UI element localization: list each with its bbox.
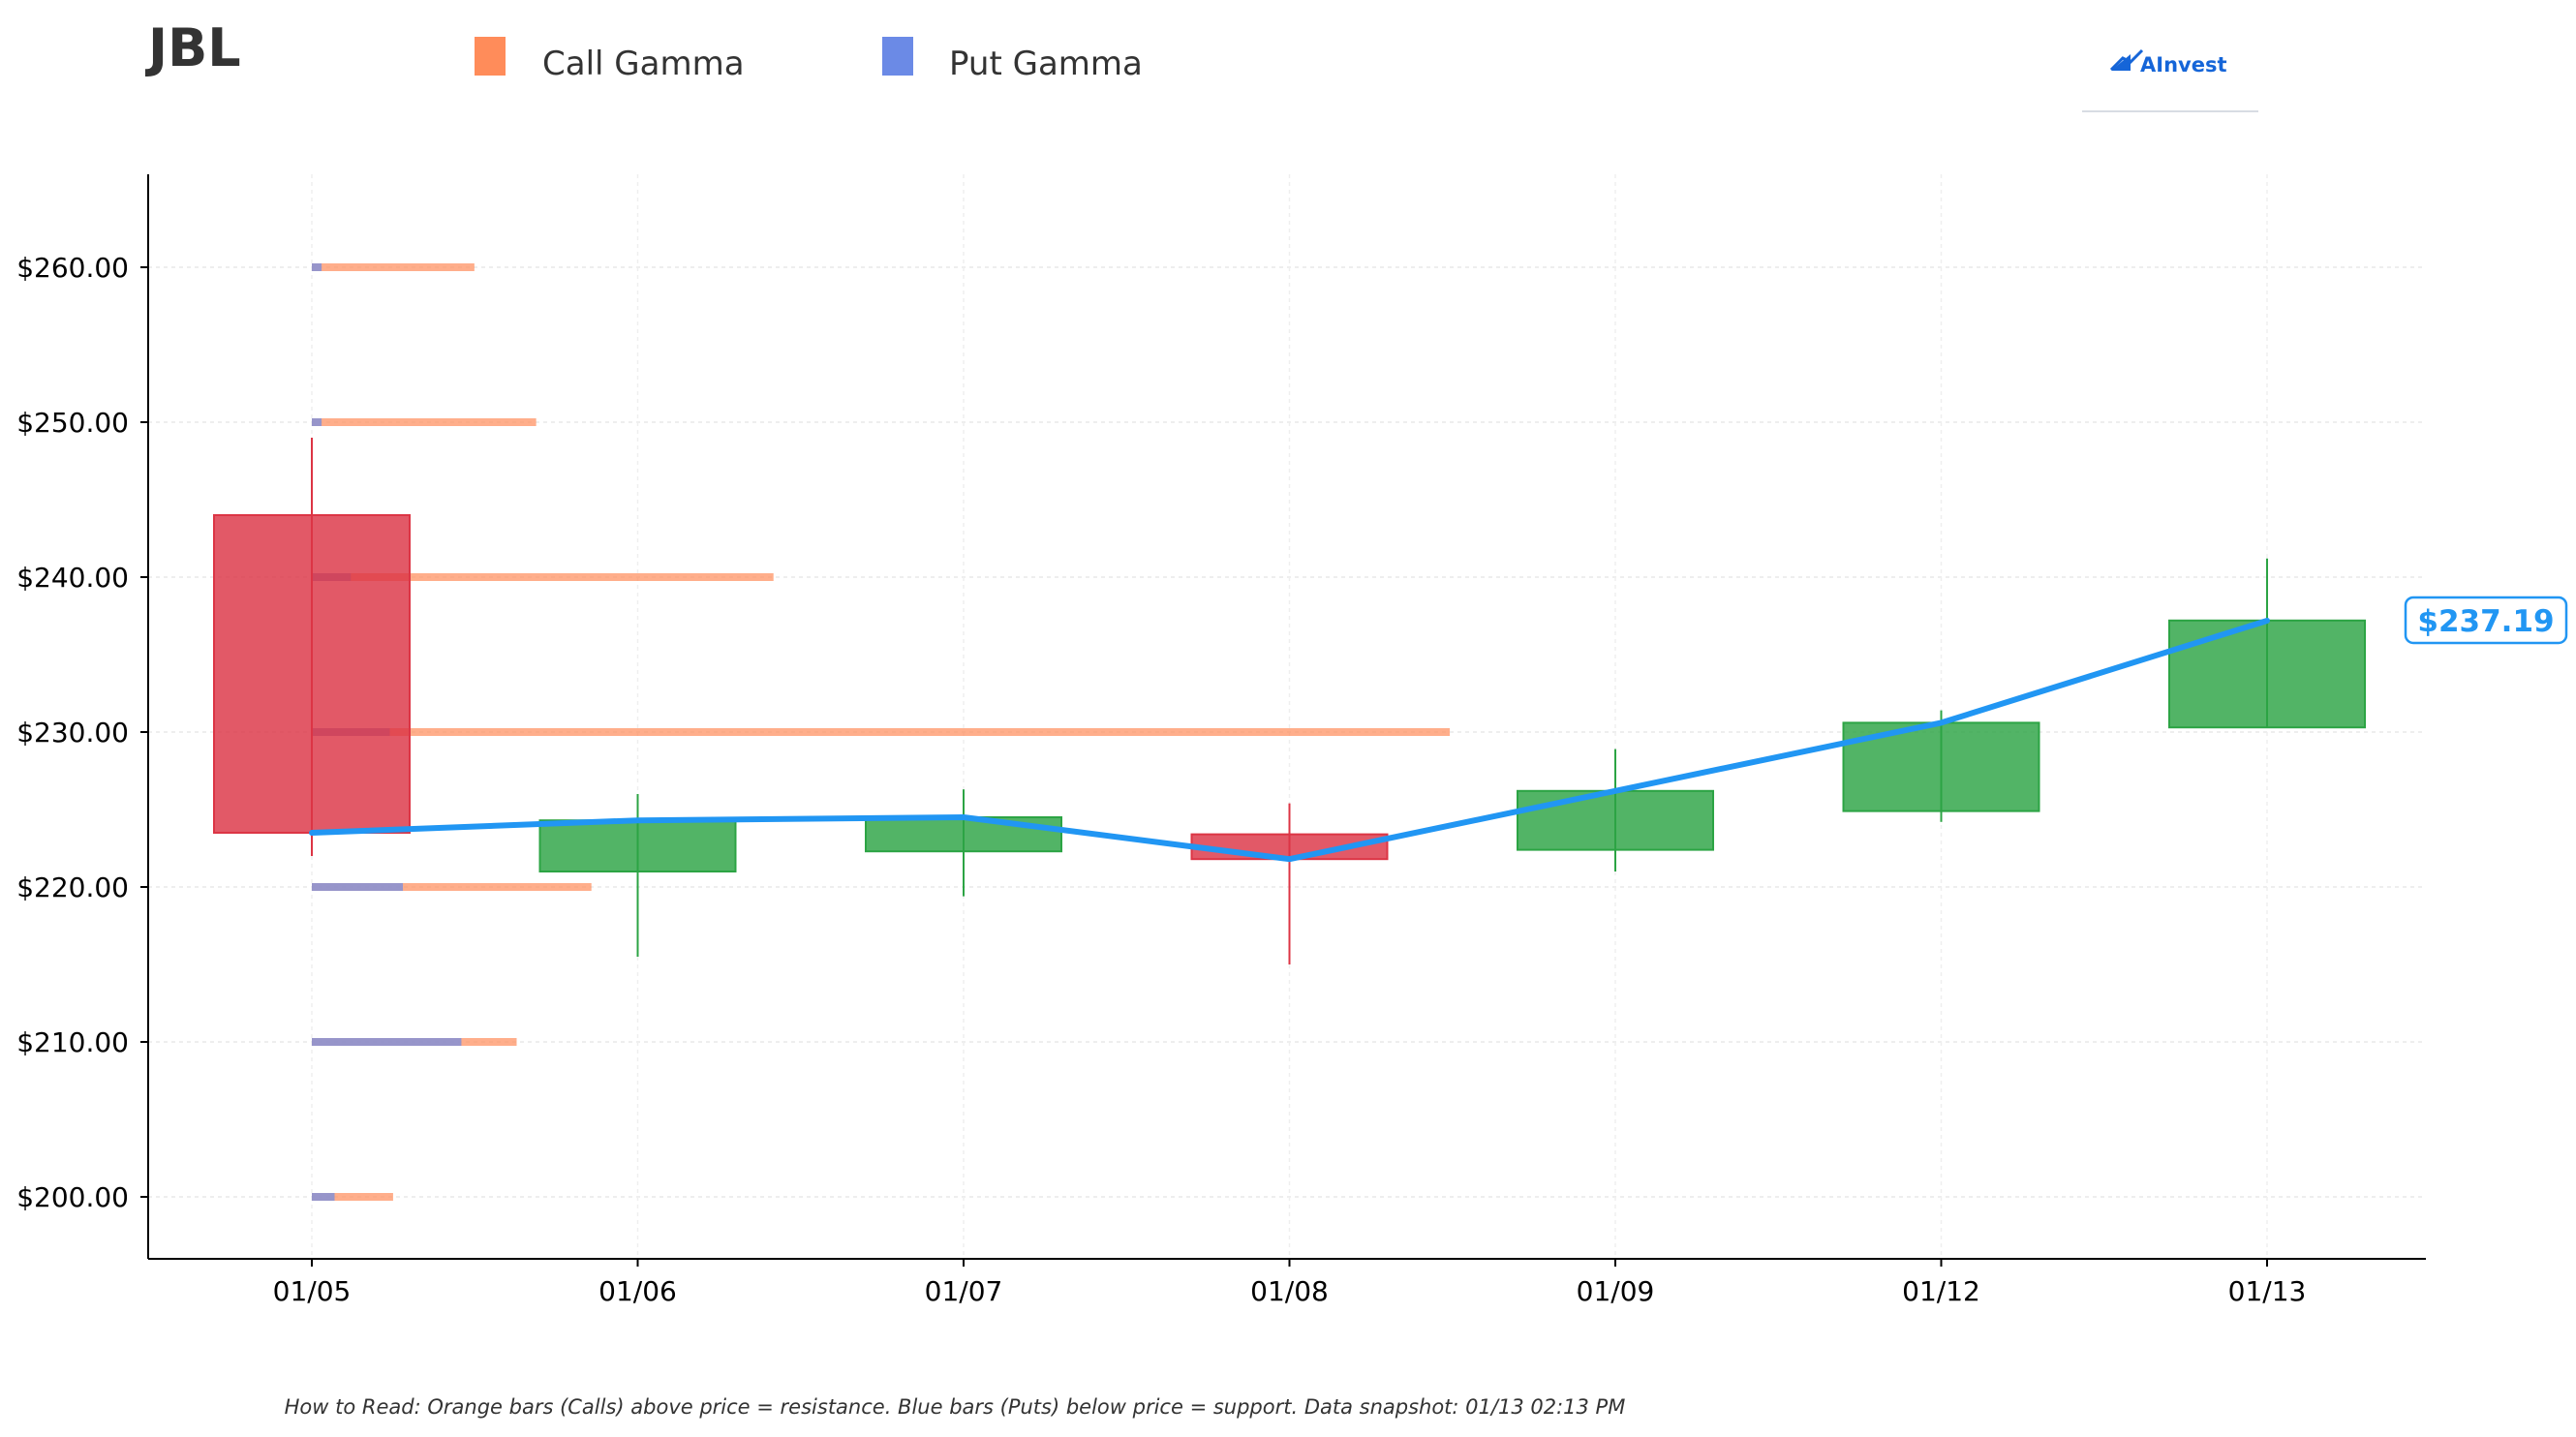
ticker-title: JBL [144,17,241,78]
candle-body [1517,789,1714,851]
legend: Call Gamma Put Gamma [475,37,1143,83]
y-tick-label: $220.00 [16,871,129,903]
candle-body [865,816,1062,853]
legend-label-put: Put Gamma [949,45,1143,83]
y-tick-label: $200.00 [16,1181,129,1213]
logo: AInvest [2082,48,2258,112]
y-tick-label: $240.00 [16,562,129,594]
close-price-line [309,617,2270,863]
x-axis-ticks: 01/05 01/06 01/07 01/08 01/09 01/12 01/13 [273,1259,2307,1307]
close-line [309,617,2270,863]
logo-chart-icon [2109,48,2144,72]
legend-swatch-put [882,37,913,76]
x-tick-label: 01/12 [1902,1275,1980,1307]
y-tick-label: $210.00 [16,1026,129,1058]
candle-body [2168,619,2366,729]
gamma-bars [312,263,1450,1201]
y-tick-label: $250.00 [16,407,129,439]
x-tick-label: 01/05 [273,1275,352,1307]
x-tick-label: 01/08 [1250,1275,1329,1307]
last-price-badge: $237.19 [2404,596,2568,645]
y-tick-label: $230.00 [16,717,129,749]
axes [147,174,2426,1260]
footer-note: How to Read: Orange bars (Calls) above p… [285,1395,1626,1419]
legend-swatch-call [475,37,506,76]
x-tick-label: 01/09 [1577,1275,1655,1307]
candle-body [538,819,737,873]
x-tick-label: 01/13 [2228,1275,2307,1307]
grid [148,174,2426,1259]
x-tick-label: 01/06 [598,1275,677,1307]
legend-label-call: Call Gamma [542,45,745,83]
x-tick-label: 01/07 [925,1275,1003,1307]
candle-body [213,514,411,834]
logo-text: AInvest [2140,53,2227,76]
last-price-label: $237.19 [2417,604,2554,639]
y-axis-ticks: $200.00 $210.00 $220.00 $230.00 $240.00 $250.… [16,252,148,1213]
last-price-box [2404,596,2568,645]
y-tick-label: $260.00 [16,252,129,284]
